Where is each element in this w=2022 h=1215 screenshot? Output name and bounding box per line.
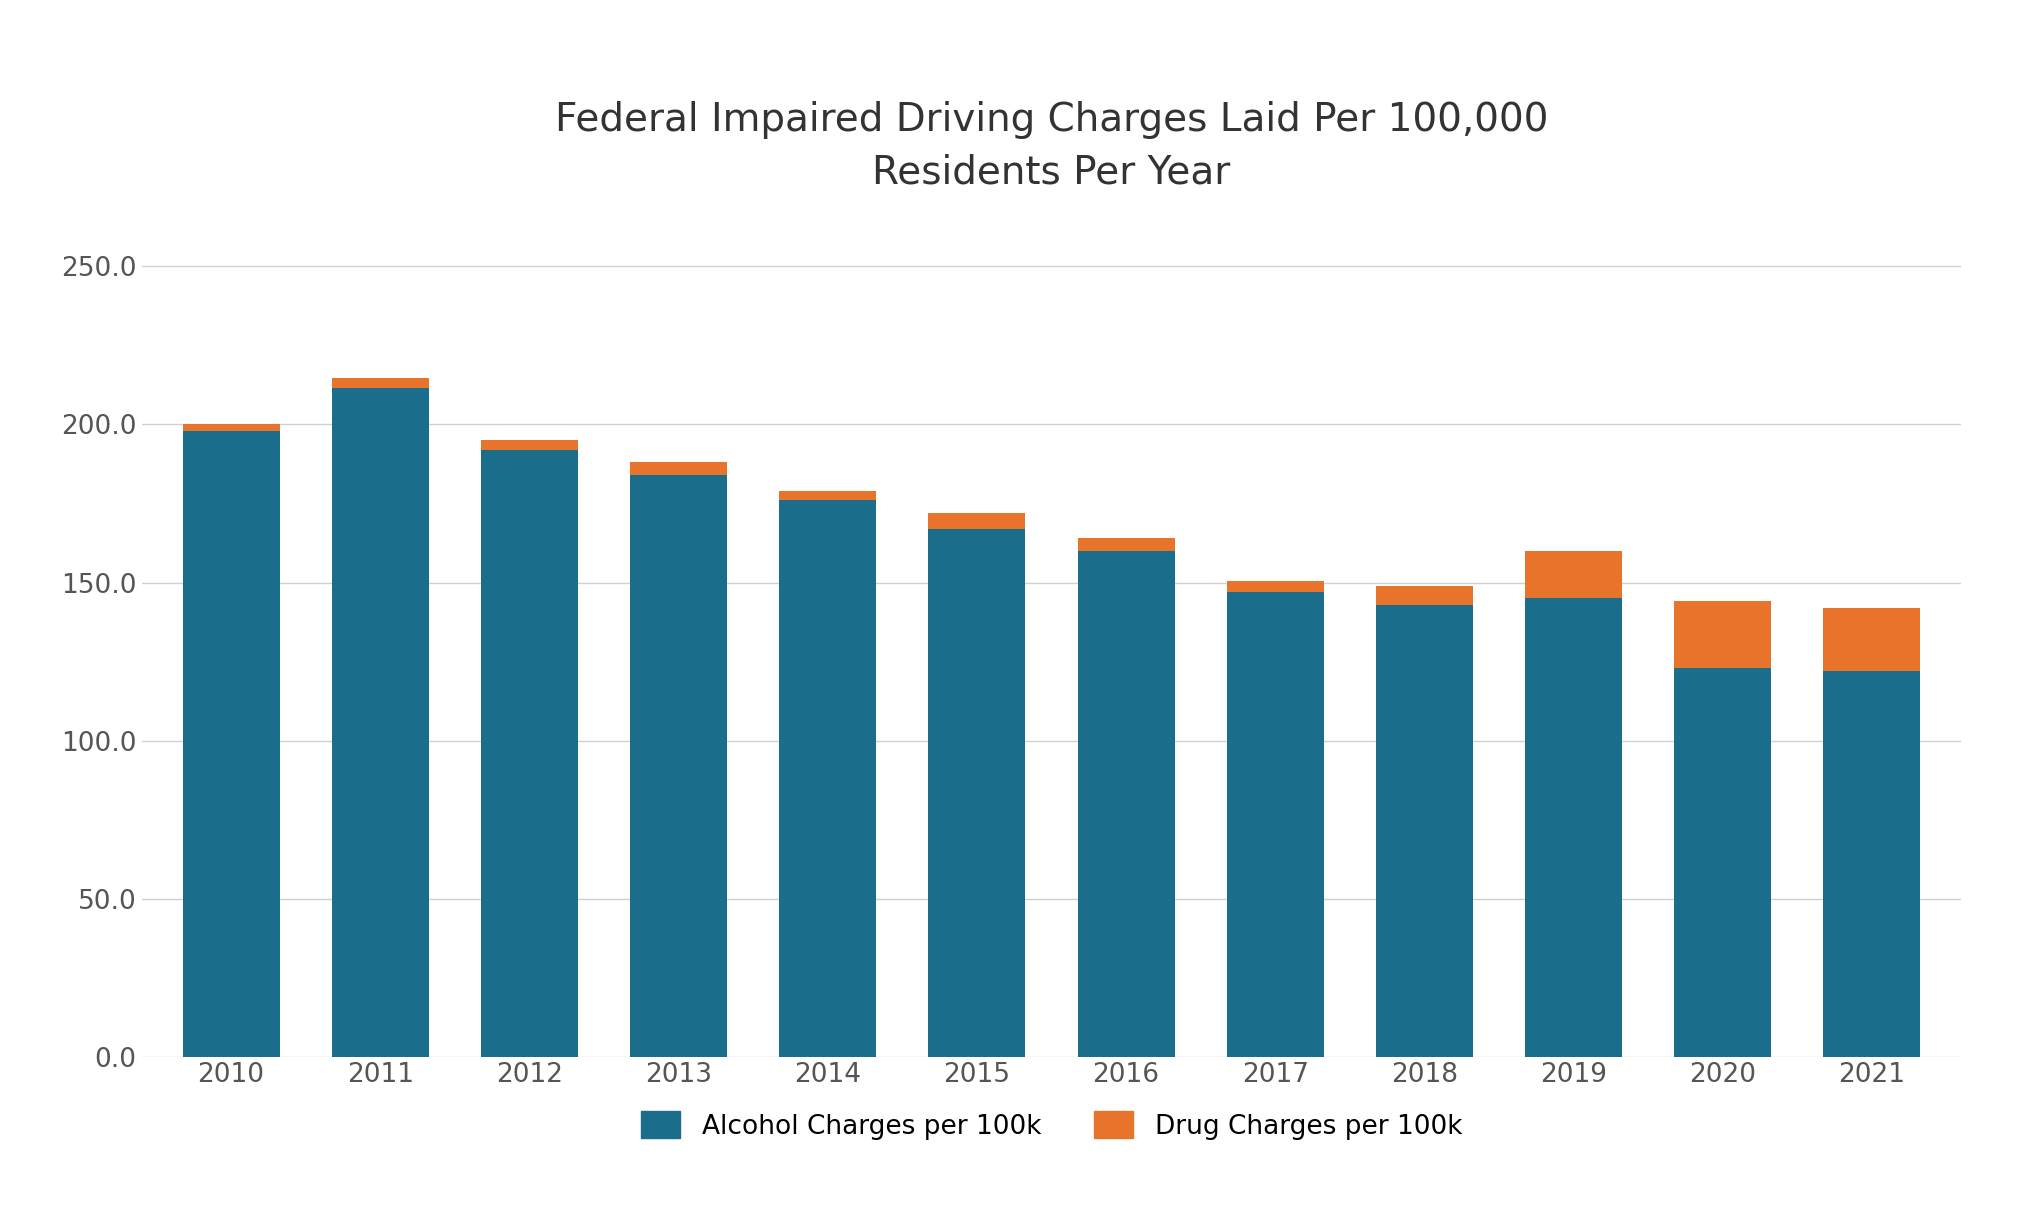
- Bar: [481, 450, 578, 1057]
- Title: Federal Impaired Driving Charges Laid Per 100,000
Residents Per Year: Federal Impaired Driving Charges Laid Pe…: [554, 101, 1549, 192]
- Bar: [182, 430, 279, 1057]
- Bar: [778, 501, 876, 1057]
- Bar: [1674, 668, 1771, 1057]
- Bar: [332, 388, 429, 1057]
- Legend: Alcohol Charges per 100k, Drug Charges per 100k: Alcohol Charges per 100k, Drug Charges p…: [627, 1098, 1476, 1153]
- Bar: [1078, 538, 1175, 550]
- Bar: [1525, 598, 1622, 1057]
- Bar: [928, 529, 1025, 1057]
- Bar: [928, 513, 1025, 529]
- Bar: [778, 491, 876, 501]
- Bar: [1824, 608, 1921, 671]
- Bar: [481, 440, 578, 450]
- Bar: [1824, 671, 1921, 1057]
- Bar: [182, 424, 279, 430]
- Bar: [1375, 605, 1472, 1057]
- Bar: [631, 475, 728, 1057]
- Bar: [631, 462, 728, 475]
- Bar: [1674, 601, 1771, 668]
- Bar: [332, 378, 429, 388]
- Bar: [1525, 550, 1622, 598]
- Bar: [1375, 586, 1472, 605]
- Bar: [1227, 592, 1324, 1057]
- Bar: [1227, 581, 1324, 592]
- Bar: [1078, 550, 1175, 1057]
